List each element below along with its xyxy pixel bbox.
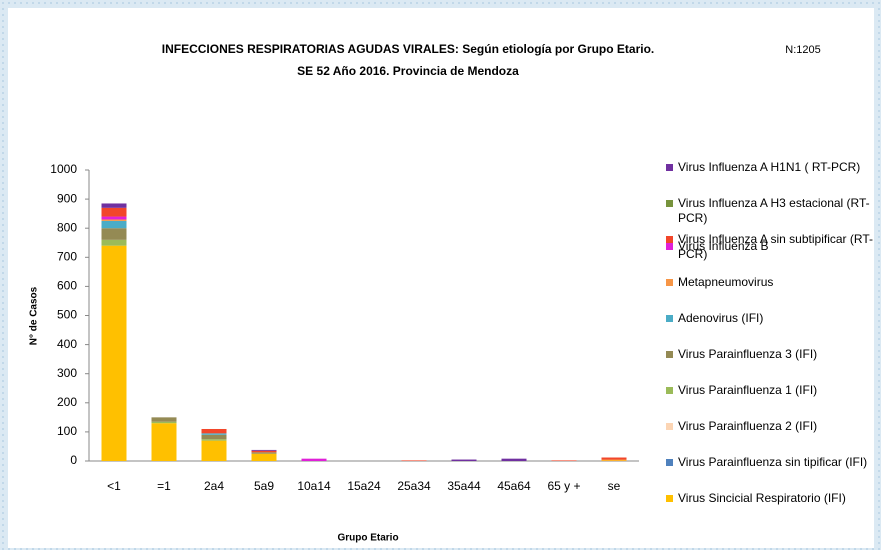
bar-segment <box>601 460 627 461</box>
y-tick-label: 0 <box>70 453 77 467</box>
legend-swatch <box>666 279 673 286</box>
legend-label: Metapneumovirus <box>678 275 774 289</box>
y-tick-label: 900 <box>57 191 77 205</box>
bar-segment <box>101 219 127 221</box>
x-tick-label: 10a14 <box>297 479 331 493</box>
bar-segment <box>201 439 227 441</box>
legend-swatch <box>666 351 673 358</box>
bar-segment <box>251 452 277 454</box>
bar-segment <box>101 220 127 229</box>
x-tick-label: 15a24 <box>347 479 381 493</box>
y-tick-label: 700 <box>57 249 77 263</box>
legend-label: Virus Influenza A sin subtipificar (RT-P… <box>678 232 873 261</box>
y-tick-label: 800 <box>57 220 77 234</box>
y-tick-label: 400 <box>57 337 77 351</box>
y-tick-label: 100 <box>57 424 77 438</box>
bar-segment <box>101 245 127 461</box>
y-tick-label: 300 <box>57 366 77 380</box>
y-tick-label: 500 <box>57 308 77 322</box>
legend-label: Virus Sincicial Respiratorio (IFI) <box>678 491 846 505</box>
x-tick-label: 5a9 <box>254 479 274 493</box>
legend-swatch <box>666 495 673 502</box>
bar-segment <box>151 423 177 461</box>
legend-swatch <box>666 200 673 207</box>
chart-title: INFECCIONES RESPIRATORIAS AGUDAS VIRALES… <box>162 42 654 56</box>
chart: INFECCIONES RESPIRATORIAS AGUDAS VIRALES… <box>29 42 821 544</box>
legend-label: Virus Parainfluenza sin tipificar (IFI) <box>678 455 868 469</box>
x-tick-label: se <box>608 479 621 493</box>
bar-segment <box>101 216 127 220</box>
x-tick-label: 35a44 <box>447 479 481 493</box>
annotation: N:1205 <box>785 44 820 56</box>
x-tick-label: 25a34 <box>397 479 431 493</box>
y-tick-label: 1000 <box>50 162 77 176</box>
legend-swatch <box>666 164 673 171</box>
bar-segment <box>151 421 177 424</box>
bar-segment <box>601 457 627 460</box>
legend-label: Virus Parainfluenza 3 (IFI) <box>678 347 818 361</box>
bar-segment <box>301 458 327 461</box>
bar-segment <box>201 428 227 434</box>
bar-segment <box>251 449 277 451</box>
legend-swatch <box>666 315 673 322</box>
bar-segment <box>151 417 177 422</box>
bar-segment <box>451 459 477 461</box>
x-tick-label: =1 <box>157 479 171 493</box>
legend-label: Virus Influenza B <box>678 239 769 253</box>
legend-swatch <box>666 243 673 250</box>
x-tick-label: 65 y + <box>547 479 580 493</box>
bar-segment <box>401 460 427 461</box>
bar-segment <box>551 460 577 461</box>
x-tick-label: 2a4 <box>204 479 224 493</box>
bar-segment <box>201 434 227 440</box>
legend-label: Virus Parainfluenza 1 (IFI) <box>678 383 818 397</box>
bar-segment <box>251 450 277 453</box>
bar-segment <box>201 433 227 435</box>
legend-swatch <box>666 423 673 430</box>
legend-label: Virus Influenza A H3 estacional (RT-PCR) <box>678 196 870 225</box>
bar-segment <box>101 239 127 246</box>
bar-segment <box>601 459 627 461</box>
bar-segment <box>201 440 227 461</box>
chart-panel: INFECCIONES RESPIRATORIAS AGUDAS VIRALES… <box>8 8 874 548</box>
chart-subtitle: SE 52 Año 2016. Provincia de Mendoza <box>297 64 519 78</box>
x-tick-label: 45a64 <box>497 479 531 493</box>
legend-label: Virus Influenza A H1N1 ( RT-PCR) <box>678 160 861 174</box>
legend-label: Adenovirus (IFI) <box>678 311 764 325</box>
bar-segment <box>251 453 277 461</box>
legend-swatch <box>666 387 673 394</box>
bar-segment <box>501 458 527 461</box>
bar-segment <box>101 203 127 208</box>
x-axis-label: Grupo Etario <box>337 533 398 544</box>
y-tick-label: 600 <box>57 279 77 293</box>
bar-segment <box>101 207 127 217</box>
y-axis-label: N° de Casos <box>29 286 40 345</box>
legend-label: Virus Parainfluenza 2 (IFI) <box>678 419 818 433</box>
y-tick-label: 200 <box>57 395 77 409</box>
x-tick-label: <1 <box>107 479 121 493</box>
bar-segment <box>101 228 127 240</box>
legend-swatch <box>666 459 673 466</box>
legend-swatch <box>666 236 673 243</box>
